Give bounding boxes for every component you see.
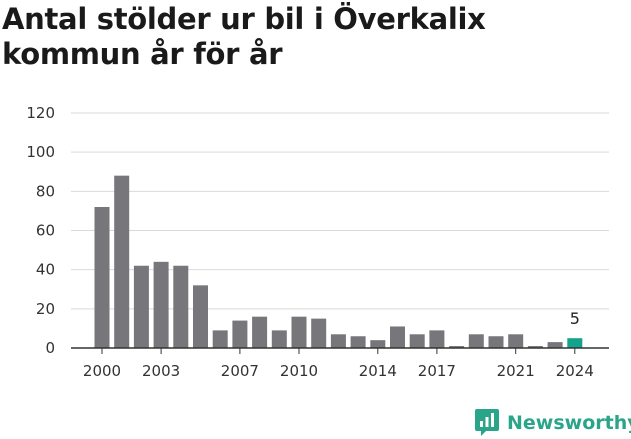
y-tick-label: 20 (36, 300, 55, 318)
brand-name: Newsworthy (507, 412, 631, 434)
x-tick-label: 2003 (142, 362, 180, 380)
bar (567, 338, 583, 348)
y-tick-label: 60 (36, 222, 55, 240)
data-label: 5 (570, 309, 580, 328)
bar (330, 334, 346, 348)
gridlines (71, 112, 609, 310)
bar (232, 320, 248, 348)
chart-title: Antal stölder ur bil i Överkalix kommun … (2, 2, 486, 71)
newsworthy-brand: Newsworthy (475, 407, 631, 439)
x-tick-label: 2024 (556, 362, 594, 380)
bar (390, 326, 405, 348)
y-tick-label: 40 (36, 261, 55, 279)
x-tick-label: 2010 (280, 362, 318, 380)
bar (527, 346, 543, 348)
y-tick-label: 0 (45, 339, 55, 357)
bar (350, 336, 366, 348)
bar (311, 318, 327, 348)
bar (429, 330, 445, 348)
bar (449, 346, 465, 348)
x-tick-label: 2017 (418, 362, 456, 380)
bar (468, 334, 484, 348)
y-axis-tick-labels: 0 20 40 60 80 100 120 (26, 104, 55, 357)
bar (114, 175, 130, 348)
data-labels: 5 (570, 309, 580, 328)
bar (252, 316, 268, 348)
x-axis-tick-labels: 2000 2003 2007 2010 2014 2017 2021 2024 (83, 348, 594, 380)
bar (94, 207, 110, 348)
bar (370, 340, 386, 348)
bar (193, 285, 208, 348)
y-tick-label: 80 (36, 182, 55, 200)
bar (133, 265, 149, 348)
x-tick-label: 2000 (83, 362, 121, 380)
x-tick-label: 2007 (221, 362, 259, 380)
x-tick-label: 2014 (359, 362, 397, 380)
x-tick-label: 2021 (497, 362, 535, 380)
y-tick-label: 120 (26, 104, 55, 122)
bar (291, 316, 307, 348)
y-tick-label: 100 (26, 143, 55, 161)
bar (173, 265, 189, 348)
bar (153, 261, 169, 348)
bars (94, 175, 583, 348)
newsworthy-logo-icon (475, 409, 499, 436)
bar (409, 334, 425, 348)
bar (547, 342, 563, 348)
bar (488, 336, 504, 348)
bar (271, 330, 287, 348)
bar (508, 334, 524, 348)
bar (212, 330, 228, 348)
